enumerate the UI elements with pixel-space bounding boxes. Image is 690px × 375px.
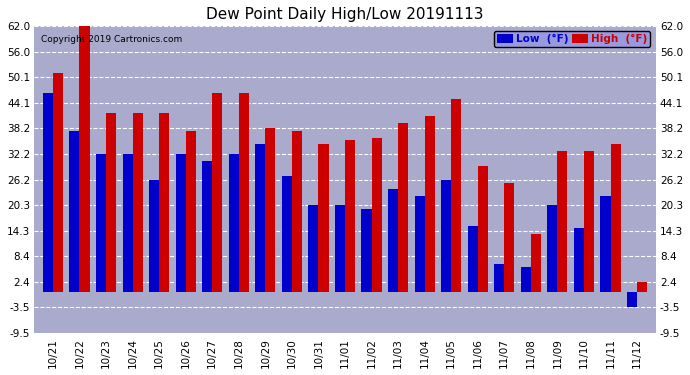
Bar [149,180,159,292]
Bar [132,113,143,292]
Bar [451,99,462,292]
Bar [611,144,620,292]
Bar [371,138,382,292]
Bar [531,234,541,292]
Bar [362,209,371,292]
Bar [388,189,398,292]
Bar [335,205,345,292]
Bar [282,176,292,292]
Bar [106,113,116,292]
Bar [547,205,558,292]
Bar [308,205,319,292]
Bar [123,154,132,292]
Bar [494,264,504,292]
Bar [627,292,637,308]
Bar [319,144,328,292]
Bar [504,183,514,292]
Bar [398,123,408,292]
Bar [637,282,647,292]
Bar [266,128,275,292]
Bar [574,228,584,292]
Bar [53,73,63,292]
Legend: Low  (°F), High  (°F): Low (°F), High (°F) [494,31,651,47]
Bar [255,144,266,292]
Bar [558,150,567,292]
Bar [186,131,196,292]
Text: Copyright 2019 Cartronics.com: Copyright 2019 Cartronics.com [41,35,182,44]
Bar [584,150,594,292]
Bar [441,180,451,292]
Bar [70,131,79,292]
Bar [79,26,90,293]
Bar [96,154,106,292]
Bar [521,267,531,292]
Bar [228,154,239,292]
Bar [159,113,169,292]
Bar [43,93,53,292]
Bar [239,93,249,292]
Bar [468,226,477,292]
Bar [424,116,435,292]
Bar [292,131,302,292]
Bar [600,196,611,292]
Bar [477,166,488,292]
Bar [213,93,222,292]
Bar [415,196,424,292]
Bar [345,140,355,292]
Bar [202,161,213,292]
Title: Dew Point Daily High/Low 20191113: Dew Point Daily High/Low 20191113 [206,7,484,22]
Bar [176,154,186,292]
